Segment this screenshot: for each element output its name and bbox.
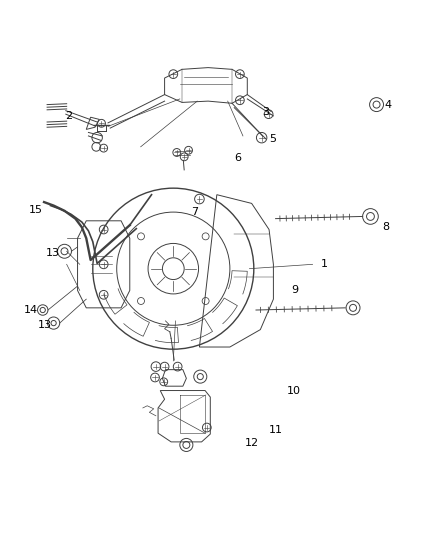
Text: 9: 9 — [291, 286, 298, 295]
Text: 12: 12 — [245, 438, 259, 448]
Text: 7: 7 — [191, 207, 198, 217]
Text: 6: 6 — [234, 152, 241, 163]
Text: 2: 2 — [65, 111, 72, 122]
Text: 13: 13 — [46, 248, 60, 259]
Text: 15: 15 — [29, 205, 43, 215]
Text: 14: 14 — [24, 305, 39, 315]
Text: 8: 8 — [382, 222, 389, 232]
Text: 3: 3 — [262, 107, 269, 117]
Text: 5: 5 — [269, 134, 276, 144]
Text: 10: 10 — [286, 385, 300, 395]
Text: 1: 1 — [321, 260, 328, 269]
Text: 4: 4 — [385, 100, 392, 110]
Text: 11: 11 — [269, 425, 283, 435]
Text: 13: 13 — [37, 320, 51, 330]
